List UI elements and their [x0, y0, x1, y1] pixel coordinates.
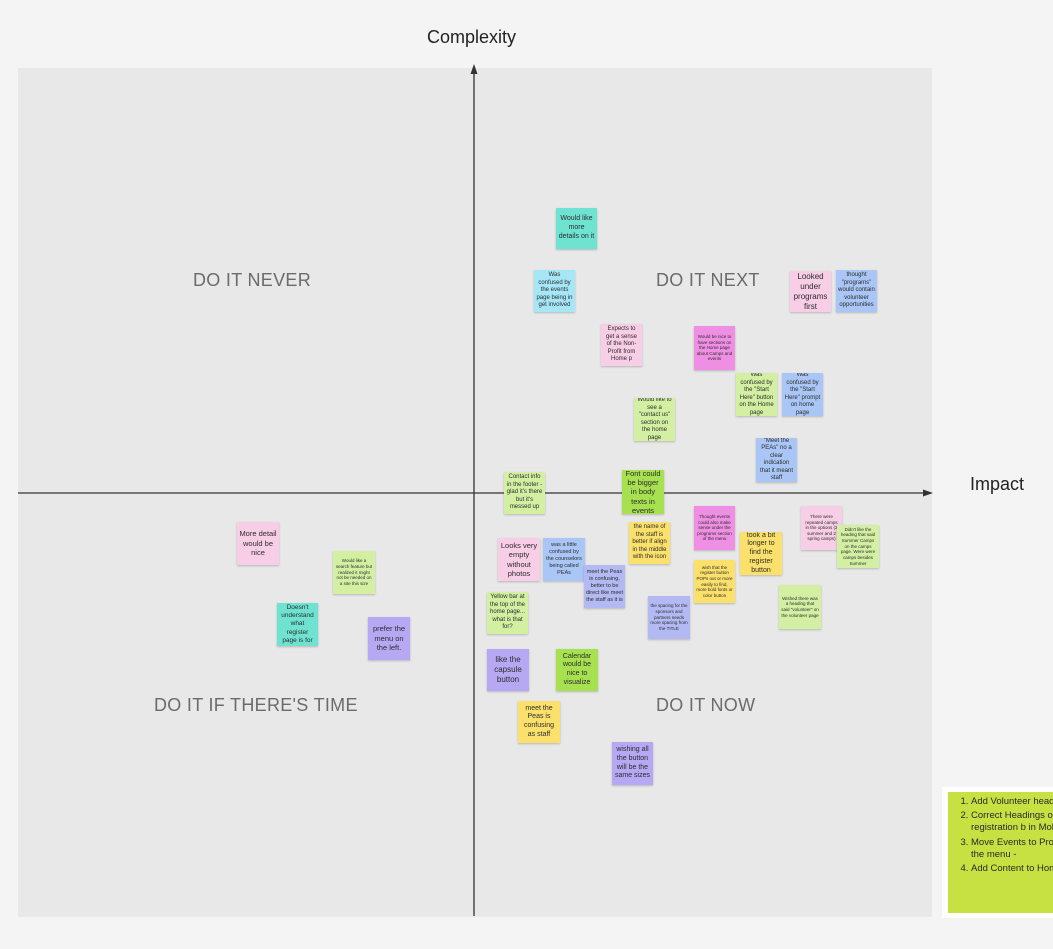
action-list-note: Add Volunteer heading page Correct Headi…	[948, 792, 1053, 913]
sticky-note[interactable]: More detail would be nice	[237, 522, 279, 565]
sticky-note[interactable]: thought "programs" would contain volunte…	[836, 270, 877, 312]
sticky-note[interactable]: was a little confused by the counselors …	[543, 538, 585, 581]
sticky-note[interactable]: like the capsule button	[487, 649, 529, 691]
sticky-note[interactable]: There were repeated camps in the options…	[801, 506, 842, 550]
action-item: Add Volunteer heading page	[971, 796, 1053, 808]
sticky-note[interactable]: Thought events could also make sense und…	[694, 506, 735, 550]
action-item: Move Events to Program own spot on the m…	[971, 837, 1053, 861]
sticky-note[interactable]: Wished there was a heading that said "vo…	[779, 585, 821, 629]
sticky-note[interactable]: Would like to see a "contact us" section…	[634, 398, 675, 441]
sticky-note[interactable]: Was confused by the events page being in…	[534, 270, 575, 312]
sticky-note[interactable]: Would be nice to have sections on the Ho…	[694, 326, 735, 370]
sticky-note[interactable]: Looked under programs first	[790, 271, 831, 312]
sticky-note[interactable]: Was confused by the "Start Here" prompt …	[782, 373, 823, 416]
sticky-note[interactable]: wish that the register button POPs out o…	[694, 560, 735, 603]
quadrant-do-it-now: DO IT NOW	[656, 695, 756, 715]
matrix-board	[18, 68, 932, 917]
sticky-note[interactable]: Would like a search feature but realized…	[333, 551, 375, 594]
sticky-note[interactable]: took a bit longer to find the register b…	[740, 532, 782, 575]
sticky-note[interactable]: Doesn't understand what register page is…	[277, 603, 318, 646]
sticky-note[interactable]: prefer the menu on the left.	[368, 617, 410, 660]
impact-axis-label: Impact	[970, 474, 1025, 494]
quadrant-do-it-next: DO IT NEXT	[656, 270, 760, 290]
sticky-note[interactable]: Looks very empty without photos	[498, 538, 540, 581]
sticky-note[interactable]: meet the Peas is confusing as staff	[518, 701, 560, 743]
quadrant-do-it-if-theres-time: DO IT IF THERE'S TIME	[154, 695, 358, 715]
action-list[interactable]: Add Volunteer heading page Correct Headi…	[942, 787, 1053, 918]
sticky-note[interactable]: Didn't like the heading that said Summer…	[837, 525, 879, 568]
sticky-note[interactable]: Font could be bigger in body texts in ev…	[622, 470, 664, 514]
quadrant-do-it-never: DO IT NEVER	[193, 270, 311, 290]
action-item: Add Content to Home P	[971, 863, 1053, 875]
sticky-note[interactable]: meet the Peas is confusing, better to be…	[584, 565, 625, 608]
sticky-note[interactable]: Expects to get a sense of the Non-Profit…	[601, 324, 642, 366]
sticky-note[interactable]: the name of the staff is better if align…	[629, 522, 670, 564]
sticky-note[interactable]: Contact info in the footer - glad it's t…	[504, 472, 545, 514]
sticky-note[interactable]: Yellow bar at the top of the home page..…	[487, 592, 528, 634]
complexity-axis-label: Complexity	[427, 27, 517, 47]
sticky-note[interactable]: the spacing for the sponsors and partner…	[648, 596, 690, 639]
sticky-note[interactable]: Would like more details on it	[556, 208, 597, 249]
action-item: Correct Headings on Ca and move registra…	[971, 810, 1053, 834]
sticky-note[interactable]: Calendar would be nice to visualize	[556, 649, 598, 691]
sticky-note[interactable]: wishing all the button will be the same …	[612, 742, 653, 785]
sticky-note[interactable]: "Meet the PEAs" no a clear indication th…	[756, 438, 797, 482]
sticky-note[interactable]: Was confused by the "Start Here" button …	[736, 373, 777, 416]
